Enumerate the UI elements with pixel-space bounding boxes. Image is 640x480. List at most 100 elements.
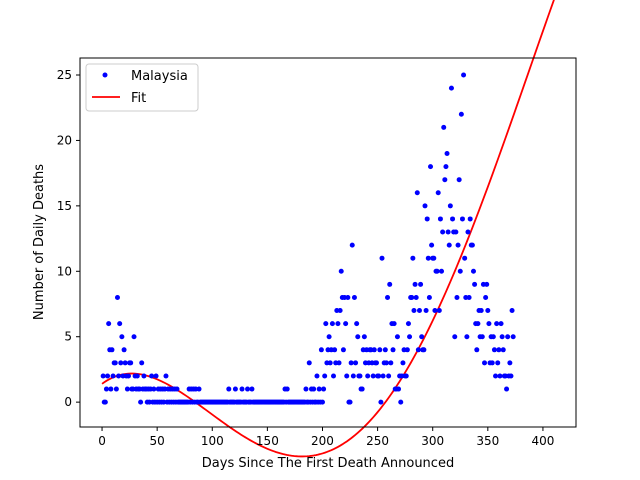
- data-point: [419, 334, 425, 340]
- data-point: [452, 334, 458, 340]
- data-point: [118, 360, 124, 366]
- data-point: [232, 386, 238, 392]
- data-point: [464, 334, 470, 340]
- data-point: [391, 321, 397, 327]
- data-point: [425, 255, 431, 261]
- data-point: [379, 255, 385, 261]
- y-tick-label: 0: [64, 395, 72, 409]
- data-point: [347, 399, 353, 405]
- x-tick-label: 50: [150, 434, 165, 448]
- data-point: [444, 151, 450, 157]
- data-point: [428, 164, 434, 170]
- y-axis-label: Number of Daily Deaths: [32, 164, 47, 320]
- data-point: [459, 216, 465, 222]
- data-point: [336, 360, 342, 366]
- data-point: [387, 281, 393, 287]
- data-point: [457, 268, 463, 274]
- data-point: [489, 360, 495, 366]
- data-point: [497, 373, 503, 379]
- x-tick-label: 0: [98, 434, 106, 448]
- data-point: [483, 294, 489, 300]
- data-point: [418, 281, 424, 287]
- data-point: [510, 334, 516, 340]
- data-point: [124, 386, 130, 392]
- legend: Malaysia Fit: [85, 63, 199, 112]
- data-point: [376, 373, 382, 379]
- data-point: [390, 347, 396, 353]
- data-point: [122, 360, 128, 366]
- data-point: [415, 347, 421, 353]
- data-point: [383, 360, 389, 366]
- data-point: [465, 229, 471, 235]
- data-point: [153, 373, 159, 379]
- data-point: [431, 255, 437, 261]
- data-point: [447, 203, 453, 209]
- data-point: [458, 111, 464, 117]
- data-point: [332, 347, 338, 353]
- data-point: [249, 386, 255, 392]
- data-point: [423, 308, 429, 314]
- data-point: [119, 334, 125, 340]
- data-point: [338, 268, 344, 274]
- data-point: [475, 321, 481, 327]
- data-point: [128, 360, 134, 366]
- data-point: [110, 373, 116, 379]
- data-point: [400, 360, 406, 366]
- data-point: [326, 334, 332, 340]
- data-point: [329, 321, 335, 327]
- scatter-points-layer: [100, 72, 516, 405]
- data-point: [139, 360, 145, 366]
- x-tick-label: 250: [366, 434, 389, 448]
- x-axis-ticks: 0 50 100 150 200 250 300 350 400: [98, 427, 554, 448]
- x-tick-label: 200: [311, 434, 334, 448]
- data-point: [439, 268, 445, 274]
- y-tick-label: 15: [57, 199, 72, 213]
- data-point: [151, 386, 157, 392]
- data-point: [385, 294, 391, 300]
- data-point: [509, 308, 515, 314]
- data-point: [163, 373, 169, 379]
- y-axis-ticks: 0 5 10 15 20 25: [57, 68, 80, 409]
- data-point: [500, 347, 506, 353]
- data-point: [436, 308, 442, 314]
- data-point: [432, 308, 438, 314]
- data-point: [380, 373, 386, 379]
- data-point: [410, 255, 416, 261]
- data-point: [359, 386, 365, 392]
- data-point: [340, 347, 346, 353]
- data-point: [405, 321, 411, 327]
- x-tick-label: 100: [201, 434, 224, 448]
- data-point: [505, 334, 511, 340]
- data-point: [112, 360, 118, 366]
- data-point: [174, 386, 180, 392]
- data-point: [109, 347, 115, 353]
- data-point: [472, 281, 478, 287]
- data-point: [443, 164, 449, 170]
- data-point: [105, 373, 111, 379]
- data-point: [378, 399, 384, 405]
- data-point: [440, 229, 446, 235]
- legend-label-malaysia: Malaysia: [131, 69, 188, 84]
- data-point: [311, 386, 317, 392]
- data-point: [134, 373, 140, 379]
- data-point: [149, 373, 155, 379]
- data-point: [409, 294, 415, 300]
- data-point: [114, 294, 120, 300]
- data-point: [448, 85, 454, 91]
- data-point: [413, 294, 419, 300]
- plot-frame: [79, 57, 577, 428]
- data-point: [345, 294, 351, 300]
- data-point: [388, 360, 394, 366]
- data-point: [100, 373, 106, 379]
- data-point: [377, 347, 383, 353]
- y-tick-label: 25: [57, 68, 72, 82]
- data-point: [382, 347, 388, 353]
- data-point: [337, 308, 343, 314]
- data-point: [343, 321, 349, 327]
- data-point: [422, 203, 428, 209]
- data-point: [490, 334, 496, 340]
- data-point: [351, 294, 357, 300]
- data-point: [113, 386, 119, 392]
- data-point: [335, 321, 341, 327]
- data-point: [442, 177, 448, 183]
